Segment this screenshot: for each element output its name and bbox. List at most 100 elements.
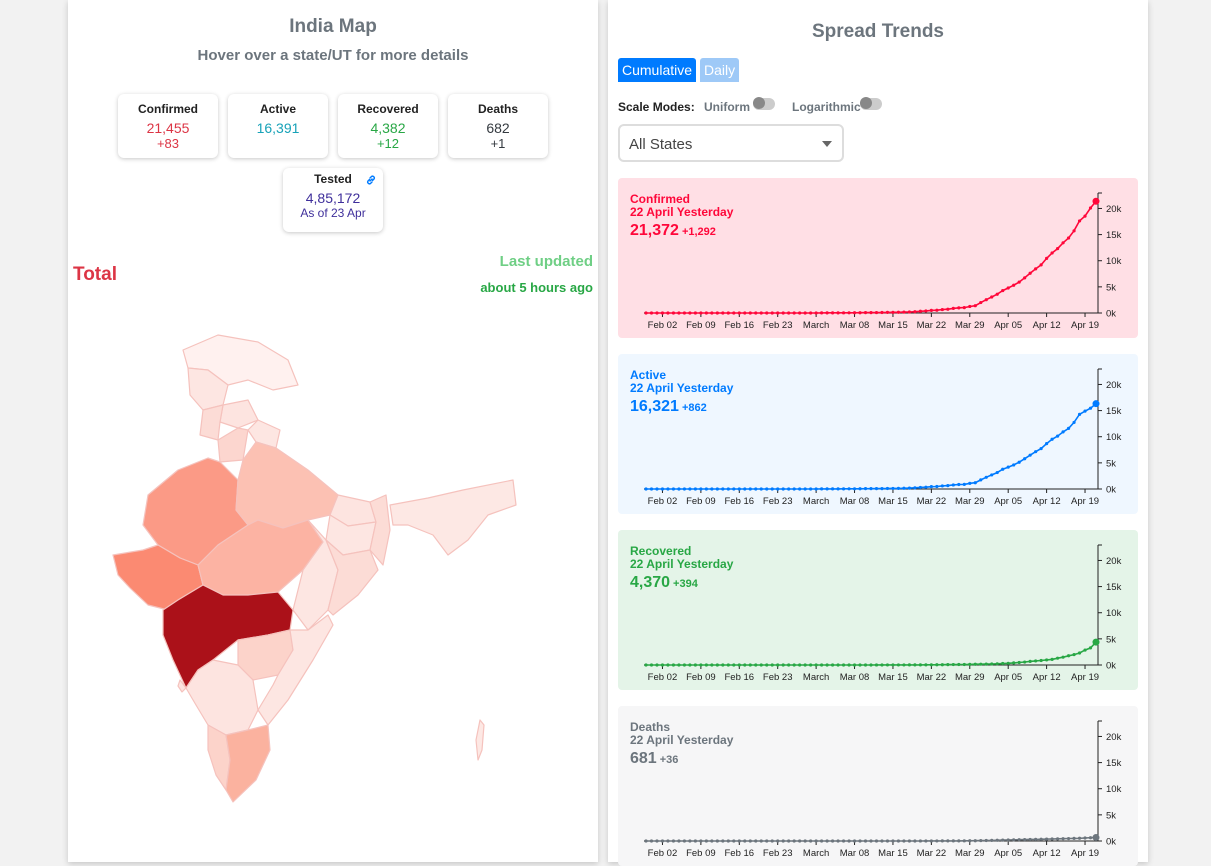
series-point bbox=[924, 309, 928, 313]
x-tick-label: Apr 05 bbox=[994, 672, 1022, 683]
series-point bbox=[721, 663, 725, 667]
series-point bbox=[814, 663, 818, 667]
state-punjab[interactable] bbox=[199, 404, 224, 441]
series-point bbox=[809, 663, 813, 667]
stat-deaths-label: Deaths bbox=[477, 102, 518, 116]
state-himachal[interactable] bbox=[219, 399, 259, 429]
series-point bbox=[918, 485, 922, 490]
series-point bbox=[666, 311, 670, 315]
series-point bbox=[847, 311, 851, 315]
state-karnataka[interactable] bbox=[185, 659, 259, 736]
trend-chart-recovered[interactable]: 0k 5k 10k 15k 20k Feb 02 Feb 09 Feb 16 Feb 23 Mar… bbox=[618, 530, 1138, 690]
series-point bbox=[693, 487, 697, 491]
series-point bbox=[682, 311, 687, 315]
series-point bbox=[918, 663, 922, 667]
state-west-bengal[interactable] bbox=[369, 494, 391, 566]
series-line-recovered bbox=[646, 641, 1097, 666]
series-point bbox=[737, 839, 741, 843]
series-point bbox=[1028, 837, 1032, 842]
series-point bbox=[715, 663, 719, 667]
trends-title: Spread Trends bbox=[812, 21, 944, 42]
state-andaman[interactable] bbox=[475, 719, 485, 761]
series-point bbox=[754, 663, 758, 667]
series-point bbox=[649, 663, 654, 667]
series-line-active bbox=[646, 403, 1097, 490]
series-point bbox=[666, 839, 670, 843]
series-point bbox=[1045, 256, 1049, 260]
stat-tested-as-of: As of 23 Apr bbox=[300, 206, 366, 220]
series-point bbox=[644, 663, 648, 667]
series-point bbox=[748, 487, 752, 491]
chevron-down-icon bbox=[822, 141, 832, 147]
trend-chart-active[interactable]: 0k 5k 10k 15k 20k Feb 02 Feb 09 Feb 16 Feb 23 Mar… bbox=[618, 354, 1138, 514]
series-point bbox=[1017, 280, 1021, 284]
series-point bbox=[803, 663, 807, 667]
stat-confirmed-label: Confirmed bbox=[138, 102, 198, 116]
state-tamil-nadu[interactable] bbox=[225, 724, 271, 803]
state-odisha[interactable] bbox=[325, 539, 379, 616]
x-tick-label: Apr 12 bbox=[1033, 320, 1061, 331]
series-point bbox=[1039, 837, 1043, 841]
trend-title-confirmed: Confirmed bbox=[630, 192, 690, 206]
series-point bbox=[759, 839, 763, 843]
series-point bbox=[990, 295, 994, 299]
series-point bbox=[792, 839, 796, 843]
tab-cumulative[interactable]: Cumulative bbox=[618, 58, 697, 82]
trend-date-deaths: 22 April Yesterday bbox=[630, 733, 734, 747]
series-point bbox=[913, 663, 917, 667]
state-northeast[interactable] bbox=[389, 479, 517, 556]
series-point bbox=[699, 839, 703, 843]
series-point bbox=[973, 839, 977, 843]
series-point bbox=[935, 839, 939, 843]
series-point bbox=[792, 311, 796, 315]
tab-daily[interactable]: Daily bbox=[700, 58, 740, 82]
series-point bbox=[660, 487, 665, 491]
x-tick-label: Mar 15 bbox=[878, 320, 908, 331]
series-point bbox=[957, 839, 961, 843]
series-point bbox=[787, 487, 791, 491]
x-tick-label: Apr 19 bbox=[1071, 672, 1099, 683]
x-tick-label: Apr 12 bbox=[1033, 496, 1061, 507]
series-point bbox=[929, 839, 933, 843]
series-point bbox=[825, 839, 829, 843]
x-tick-label: Apr 19 bbox=[1071, 320, 1099, 331]
stat-tested-value: 4,85,172 bbox=[305, 190, 361, 206]
uniform-toggle[interactable] bbox=[753, 97, 775, 110]
series-point bbox=[891, 486, 895, 491]
scale-log-label: Logarithmic bbox=[792, 100, 861, 114]
stat-recovered-delta: +12 bbox=[376, 136, 400, 151]
x-tick-label: Feb 02 bbox=[648, 848, 678, 859]
series-point bbox=[825, 311, 829, 315]
state-uttar-pradesh[interactable] bbox=[235, 441, 339, 529]
trend-delta: +36 bbox=[659, 754, 679, 766]
series-point bbox=[1023, 660, 1027, 664]
state-andhra-pradesh[interactable] bbox=[257, 614, 334, 726]
state-select[interactable]: All States bbox=[618, 124, 844, 162]
logarithmic-toggle[interactable] bbox=[860, 97, 882, 110]
series-point bbox=[732, 839, 736, 843]
series-point bbox=[929, 663, 933, 667]
x-tick-label: March bbox=[803, 496, 829, 507]
series-point bbox=[896, 486, 901, 490]
trend-chart-confirmed[interactable]: 0k 5k 10k 15k 20k Feb 02 Feb 09 Feb 16 Feb 23 Mar… bbox=[618, 178, 1138, 338]
series-point bbox=[896, 839, 901, 843]
series-point bbox=[852, 487, 857, 491]
state-goa[interactable] bbox=[177, 679, 187, 693]
india-choropleth-map[interactable] bbox=[108, 330, 558, 810]
series-point bbox=[649, 487, 654, 491]
link-icon[interactable] bbox=[365, 173, 377, 191]
series-point bbox=[644, 487, 648, 491]
series-point bbox=[1039, 446, 1043, 451]
series-point bbox=[754, 311, 758, 315]
series-point bbox=[946, 484, 950, 488]
trend-chart-deaths[interactable]: 0k 5k 10k 15k 20k Feb 02 Feb 09 Feb 16 Feb 23 Mar… bbox=[618, 706, 1138, 866]
state-haryana[interactable] bbox=[217, 427, 249, 463]
x-tick-label: Feb 16 bbox=[725, 320, 755, 331]
x-tick-label: Mar 22 bbox=[917, 848, 947, 859]
series-point bbox=[836, 311, 840, 315]
trend-delta: +394 bbox=[673, 578, 698, 590]
x-tick-label: March bbox=[803, 848, 829, 859]
series-point bbox=[688, 487, 692, 491]
trend-card-deaths: 0k 5k 10k 15k 20k Feb 02 Feb 09 Feb 16 Feb 23 Mar… bbox=[618, 706, 1138, 866]
series-point bbox=[1066, 836, 1071, 841]
